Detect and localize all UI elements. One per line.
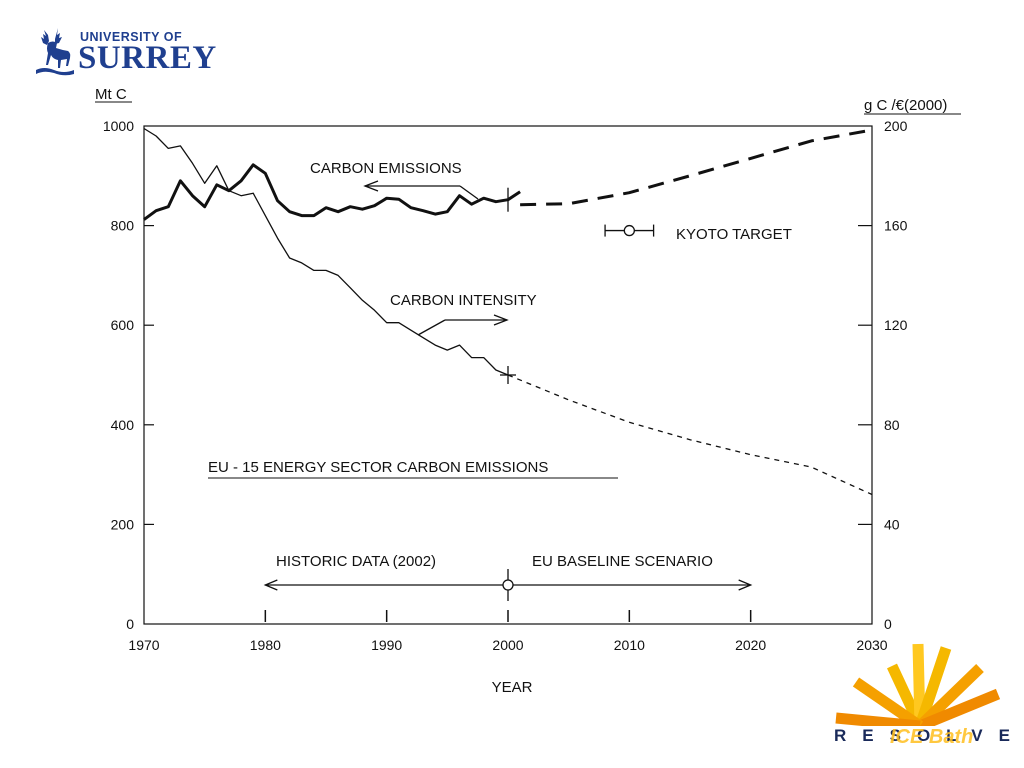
ice-bath-watermark: ICE Bath — [890, 726, 974, 748]
x-tick-label: 1990 — [371, 637, 402, 653]
sunburst-icon — [830, 643, 1020, 740]
y-right-tick-label: 120 — [884, 317, 908, 333]
timeline-arrow-right — [738, 579, 753, 591]
y-right-tick-label: 80 — [884, 417, 900, 433]
xlabel: YEAR — [492, 679, 533, 696]
chart-title: EU - 15 ENERGY SECTOR CARBON EMISSIONS — [208, 459, 548, 476]
timeline-arrow-left — [263, 579, 278, 591]
carbon-intensity-label: CARBON INTENSITY — [390, 292, 537, 309]
kyoto-target-label: KYOTO TARGET — [676, 226, 792, 243]
surrey-logo-top-line: UNIVERSITY OF — [80, 30, 183, 44]
carbon-emissions-label-arrow — [363, 180, 479, 200]
y-right-tick-label: 0 — [884, 616, 892, 632]
stag-crest-icon — [36, 28, 74, 76]
y-right-tick-label: 160 — [884, 218, 908, 234]
series-line-2 — [143, 127, 509, 376]
y-left-tick-label: 1000 — [103, 118, 134, 134]
y-right-tick-label: 40 — [884, 516, 900, 532]
carbon-emissions-label: CARBON EMISSIONS — [310, 160, 462, 177]
resolve-logo: RESOLVE ICE Bath — [830, 640, 1020, 760]
marker-layer — [263, 187, 753, 622]
carbon-intensity-label-arrow — [417, 314, 509, 336]
timeline-split-point — [502, 579, 514, 591]
historic-data-label: HISTORIC DATA (2002) — [276, 553, 436, 570]
y-left-tick-label: 0 — [126, 616, 134, 632]
tick-layer: 1970 1980 1990 2000 2010 2020 2030020040060080… — [103, 118, 908, 653]
x-tick-label: 2000 — [492, 637, 523, 653]
y-left-tick-label: 400 — [111, 417, 135, 433]
y-left-tick-label: 800 — [111, 218, 135, 234]
kyoto-target-point — [623, 224, 635, 237]
x-tick-label: 2020 — [735, 637, 766, 653]
y-right-tick-label: 200 — [884, 118, 908, 134]
y-axis-right-label: g C /€(2000) — [864, 97, 947, 114]
plot-area-border — [143, 125, 873, 625]
x-tick-label: 2010 — [614, 637, 645, 653]
x-tick-label: 1970 — [128, 637, 159, 653]
y-left-tick-label: 600 — [111, 317, 135, 333]
series-line-1 — [520, 128, 873, 207]
y-axis-left-label: Mt C — [95, 86, 127, 103]
series-line-3 — [507, 374, 873, 496]
plot-frame — [143, 125, 873, 625]
resolve-wordmark: RESOLVE — [834, 726, 1024, 745]
university-of-surrey-logo: UNIVERSITY OF SURREY — [30, 22, 220, 82]
surrey-logo-name: SURREY — [78, 40, 217, 76]
eu-baseline-scenario-label: EU BASELINE SCENARIO — [532, 553, 713, 570]
x-tick-label: 1980 — [250, 637, 281, 653]
x-tick-label: 2030 — [856, 637, 887, 653]
series-layer — [143, 127, 873, 496]
series-line-0 — [143, 163, 521, 221]
y-left-tick-label: 200 — [111, 516, 135, 532]
